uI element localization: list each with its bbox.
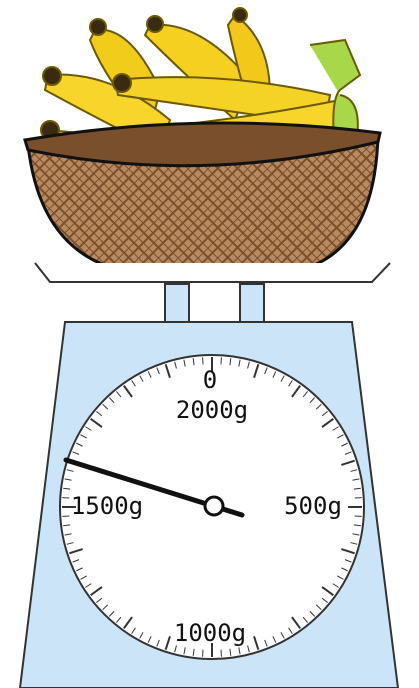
dial-label: 0 bbox=[203, 366, 217, 394]
platform bbox=[35, 263, 390, 322]
page: 0 2000g 1500g 500g 1000g (() => { const … bbox=[0, 0, 419, 688]
dial-label: 2000g bbox=[176, 396, 248, 424]
needle-pivot bbox=[205, 497, 223, 515]
scale-illustration: 0 2000g 1500g 500g 1000g bbox=[0, 0, 419, 688]
dial-label: 1000g bbox=[174, 619, 246, 647]
basket bbox=[25, 123, 380, 270]
dial-label: 500g bbox=[284, 492, 342, 520]
dial-label: 1500g bbox=[71, 492, 143, 520]
